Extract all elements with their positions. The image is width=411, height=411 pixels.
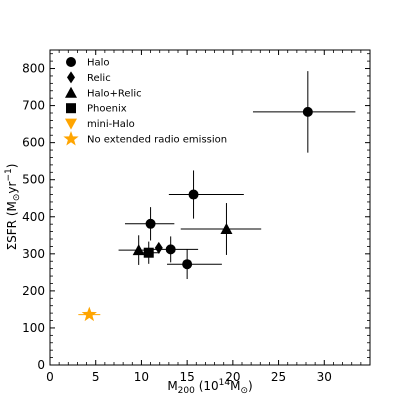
y-axis: 0 100 200 300 400 500 600 700 800 xyxy=(22,53,370,372)
data-point xyxy=(81,306,97,322)
series-phoenix xyxy=(135,241,160,264)
y-tick-label: 100 xyxy=(22,321,45,335)
data-point xyxy=(143,247,154,258)
legend-label: Relic xyxy=(87,73,111,84)
data-point xyxy=(220,222,233,234)
series-halo-relic xyxy=(118,203,262,265)
legend-marker xyxy=(63,131,79,146)
x-axis-label: M200 (1014M⊙) xyxy=(167,378,252,396)
legend-label: No extended radio emission xyxy=(87,135,227,146)
plot-area-border xyxy=(49,49,371,366)
series-halo xyxy=(124,71,356,280)
y-tick-label: 700 xyxy=(22,99,45,113)
data-point xyxy=(182,259,193,270)
legend-marker xyxy=(66,103,76,114)
y-axis-label: ΣSFR (M⊙yr−1) xyxy=(4,164,22,251)
x-tick-label: 30 xyxy=(317,370,332,384)
x-axis: 0 5 10 15 20 25 30 xyxy=(46,50,362,384)
legend-label: mini-Halo xyxy=(87,119,135,130)
x-tick-label: 0 xyxy=(46,370,54,384)
y-tick-label: 500 xyxy=(22,173,45,187)
data-point xyxy=(302,106,313,117)
series-no-extended-radio-emission xyxy=(78,306,101,322)
x-tick-label: 20 xyxy=(225,370,240,384)
x-tick-label: 10 xyxy=(134,370,149,384)
data-point xyxy=(188,189,199,200)
y-tick-label: 400 xyxy=(22,210,45,224)
data-point xyxy=(165,244,176,255)
legend-label: Halo xyxy=(87,58,110,69)
data-layer xyxy=(78,71,356,322)
legend-marker xyxy=(67,71,75,84)
y-tick-label: 200 xyxy=(22,284,45,298)
x-tick-label: 5 xyxy=(92,370,100,384)
legend-marker xyxy=(65,118,77,130)
y-tick-label: 300 xyxy=(22,247,45,261)
series-relic xyxy=(154,241,163,254)
legend-label: Phoenix xyxy=(87,104,127,115)
data-point xyxy=(154,241,163,254)
x-tick-label: 25 xyxy=(271,370,286,384)
x-tick-label: 15 xyxy=(180,370,195,384)
data-point xyxy=(145,218,156,229)
legend-marker xyxy=(66,57,76,67)
legend-marker xyxy=(65,86,77,98)
legend: Halo Relic Halo+Relic Phoenix mini-Halo No ex… xyxy=(63,57,227,146)
legend-label: Halo+Relic xyxy=(87,88,142,99)
y-tick-label: 800 xyxy=(22,62,45,76)
y-tick-label: 0 xyxy=(37,358,45,372)
y-tick-label: 600 xyxy=(22,136,45,150)
